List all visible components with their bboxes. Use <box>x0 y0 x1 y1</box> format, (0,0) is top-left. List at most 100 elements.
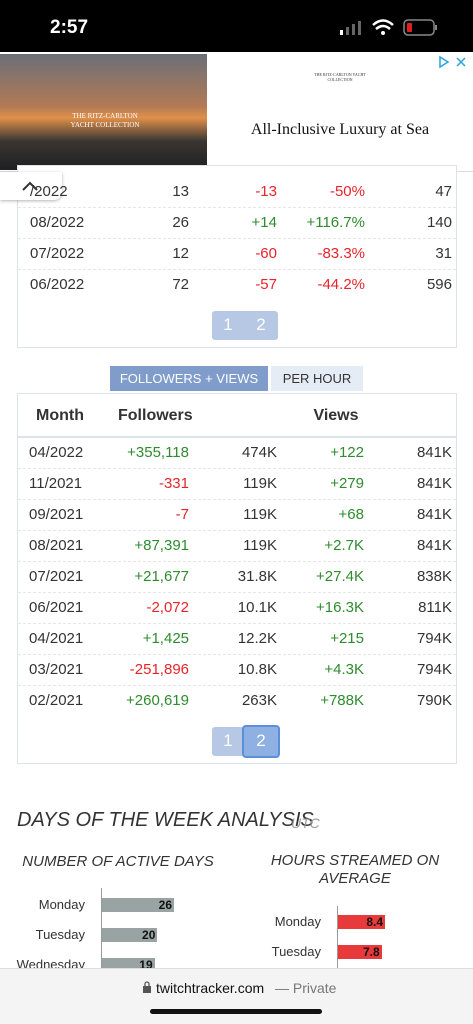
followers-cell: -7 <box>175 506 189 523</box>
row-divider <box>18 685 456 686</box>
bar-value: 26 <box>158 898 173 912</box>
followers-cell: 841K <box>416 475 452 492</box>
clock: 2:57 <box>50 17 89 38</box>
followers-cell: 11/2021 <box>29 475 83 492</box>
monthly-cell: -50% <box>329 183 365 200</box>
tab[interactable]: FOLLOWERS + VIEWS <box>110 366 268 391</box>
followers-cell: 119K <box>243 475 277 492</box>
monthly-cell: -13 <box>255 183 277 200</box>
followers-cell: -331 <box>158 475 189 492</box>
status-bar <box>0 0 473 52</box>
column-header: Followers <box>118 407 193 424</box>
column-header: Month <box>36 407 84 424</box>
followers-cell: +279 <box>330 475 364 492</box>
followers-cell: 474K <box>241 444 277 461</box>
followers-table <box>17 393 457 764</box>
followers-cell: +215 <box>330 630 364 647</box>
bar <box>338 915 386 929</box>
bar <box>338 945 382 959</box>
page-active[interactable] <box>242 725 280 758</box>
followers-cell: +2.7K <box>324 537 364 554</box>
monthly-cell: -83.3% <box>317 245 365 262</box>
row-divider <box>18 623 456 624</box>
monthly-cell: -57 <box>255 276 277 293</box>
followers-cell: 02/2021 <box>29 692 84 709</box>
followers-cell: 31.8K <box>237 568 277 585</box>
day-label: Monday <box>274 914 321 929</box>
monthly-cell: 06/2022 <box>30 276 85 293</box>
tab[interactable]: PER HOUR <box>271 366 363 391</box>
followers-cell: +27.4K <box>316 568 364 585</box>
followers-cell: +16.3K <box>316 599 364 616</box>
monthly-cell: 08/2022 <box>30 214 85 231</box>
header-divider <box>18 436 456 438</box>
monthly-cell: 26 <box>172 214 189 231</box>
column-header: Views <box>313 407 359 424</box>
page-button[interactable]: 1 <box>223 315 233 334</box>
row-divider <box>18 561 456 562</box>
followers-cell: 09/2021 <box>29 506 84 523</box>
followers-cell: 04/2021 <box>29 630 84 647</box>
axis-line <box>337 906 338 970</box>
ad-image-brand: THE RITZ-CARLTON YACHT COLLECTION <box>70 112 140 129</box>
followers-cell: 10.8K <box>237 661 277 678</box>
bar-value: 20 <box>142 928 156 942</box>
followers-cell: 12.2K <box>237 630 277 647</box>
followers-cell: +788K <box>320 692 364 709</box>
row-divider <box>18 207 456 208</box>
followers-cell: 03/2021 <box>29 661 84 678</box>
page-button[interactable]: 1 <box>223 731 233 750</box>
row-divider <box>18 499 456 500</box>
followers-cell: 07/2021 <box>29 568 84 585</box>
followers-cell: 790K <box>416 692 452 709</box>
day-label: Tuesday <box>271 944 321 959</box>
bar <box>102 898 175 912</box>
monthly-cell: /2022 <box>30 183 68 200</box>
followers-cell: 10.1K <box>237 599 277 616</box>
monthly-cell: +116.7% <box>306 214 365 231</box>
followers-cell: 838K <box>416 568 452 585</box>
bar <box>102 928 158 942</box>
row-divider <box>18 238 456 239</box>
followers-cell: +1,425 <box>142 630 189 647</box>
followers-cell: +260,619 <box>126 692 189 709</box>
ad-choices[interactable] <box>437 55 471 69</box>
followers-cell: 794K <box>416 630 452 647</box>
followers-cell: -2,072 <box>146 599 189 616</box>
monthly-cell: +14 <box>251 214 277 231</box>
followers-cell: +4.3K <box>324 661 364 678</box>
monthly-cell: 596 <box>426 276 452 293</box>
browser-bar <box>0 968 473 1024</box>
chevron-icon <box>22 181 38 191</box>
followers-cell: 841K <box>416 444 452 461</box>
ad-collapse-button[interactable] <box>0 172 62 200</box>
followers-cell: +21,677 <box>134 568 189 585</box>
day-label: Tuesday <box>35 927 85 942</box>
ad-logo-text: THE RITZ-CARLTON YACHT COLLECTION <box>314 72 366 82</box>
url-domain[interactable]: twitchtracker.com <box>156 980 265 996</box>
row-divider <box>18 592 456 593</box>
monthly-cell: 07/2022 <box>30 245 85 262</box>
row-divider <box>18 269 456 270</box>
followers-cell: 06/2021 <box>29 599 84 616</box>
followers-cell: +68 <box>338 506 364 523</box>
monthly-cell: 31 <box>435 245 452 262</box>
monthly-cell: 140 <box>426 214 452 231</box>
pagination <box>212 311 278 340</box>
page-button[interactable]: 2 <box>256 315 266 334</box>
monthly-cell: 12 <box>172 245 189 262</box>
chart-title: HOURS STREAMED ON AVERAGE <box>270 852 440 887</box>
monthly-cell: -60 <box>255 245 277 262</box>
ad-image[interactable] <box>0 54 207 170</box>
followers-cell: +355,118 <box>127 444 189 461</box>
followers-cell: 811K <box>418 599 452 616</box>
home-indicator <box>150 1009 322 1014</box>
page-button[interactable]: 2 <box>256 731 266 750</box>
row-divider <box>18 654 456 655</box>
followers-cell: 841K <box>416 537 452 554</box>
row-divider <box>18 468 456 469</box>
monthly-cell: 72 <box>172 276 189 293</box>
ad-headline[interactable]: All-Inclusive Luxury at Sea <box>250 121 430 138</box>
followers-cell: 119K <box>243 537 277 554</box>
